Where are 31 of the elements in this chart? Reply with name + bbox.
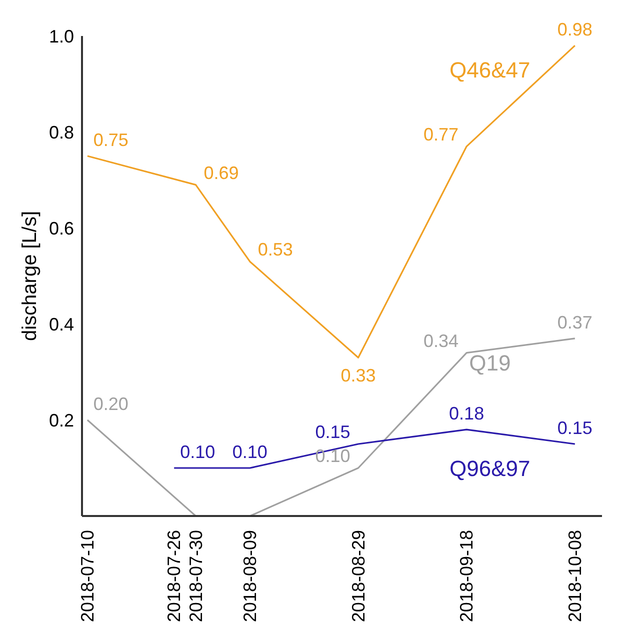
data-label: 0.20 [93, 394, 128, 414]
y-tick-label: 1.0 [48, 26, 74, 46]
data-label: 0.77 [424, 124, 459, 144]
data-label: 0.10 [180, 442, 216, 462]
data-label: 0.18 [449, 404, 484, 424]
data-label: 0.10 [315, 446, 350, 466]
x-tick-label: 2018-07-10 [77, 530, 98, 622]
data-label: 0.53 [258, 240, 293, 260]
data-label: 0.15 [557, 418, 592, 438]
data-label: 0.10 [232, 442, 268, 462]
x-tick-label: 2018-10-08 [564, 530, 585, 622]
x-tick-label: 2018-09-18 [456, 530, 477, 622]
x-tick-label: 2018-08-09 [240, 530, 260, 622]
y-tick-label: 0.4 [48, 314, 74, 334]
y-tick-label: 0.6 [48, 218, 74, 238]
data-label: 0.15 [315, 422, 350, 442]
data-label: 0.34 [424, 330, 459, 351]
data-label: 0.75 [93, 130, 128, 150]
y-axis-title: discharge [L/s] [19, 210, 42, 342]
x-tick-label: 2018-08-29 [348, 530, 368, 622]
series-label: Q19 [469, 350, 511, 376]
data-label: 0.33 [340, 366, 376, 386]
data-label: 0.37 [557, 312, 592, 332]
data-label: 0.69 [204, 162, 239, 183]
data-label: 0.98 [557, 20, 592, 40]
y-tick-label: 0.8 [48, 122, 74, 142]
x-tick-label: 2018-07-30 [186, 530, 206, 622]
y-tick-label: 0.2 [48, 410, 74, 430]
series-label: Q46&47 [450, 58, 530, 83]
series-label: Q96&97 [450, 456, 530, 481]
x-tick-label: 2018-07-26 [164, 530, 184, 622]
